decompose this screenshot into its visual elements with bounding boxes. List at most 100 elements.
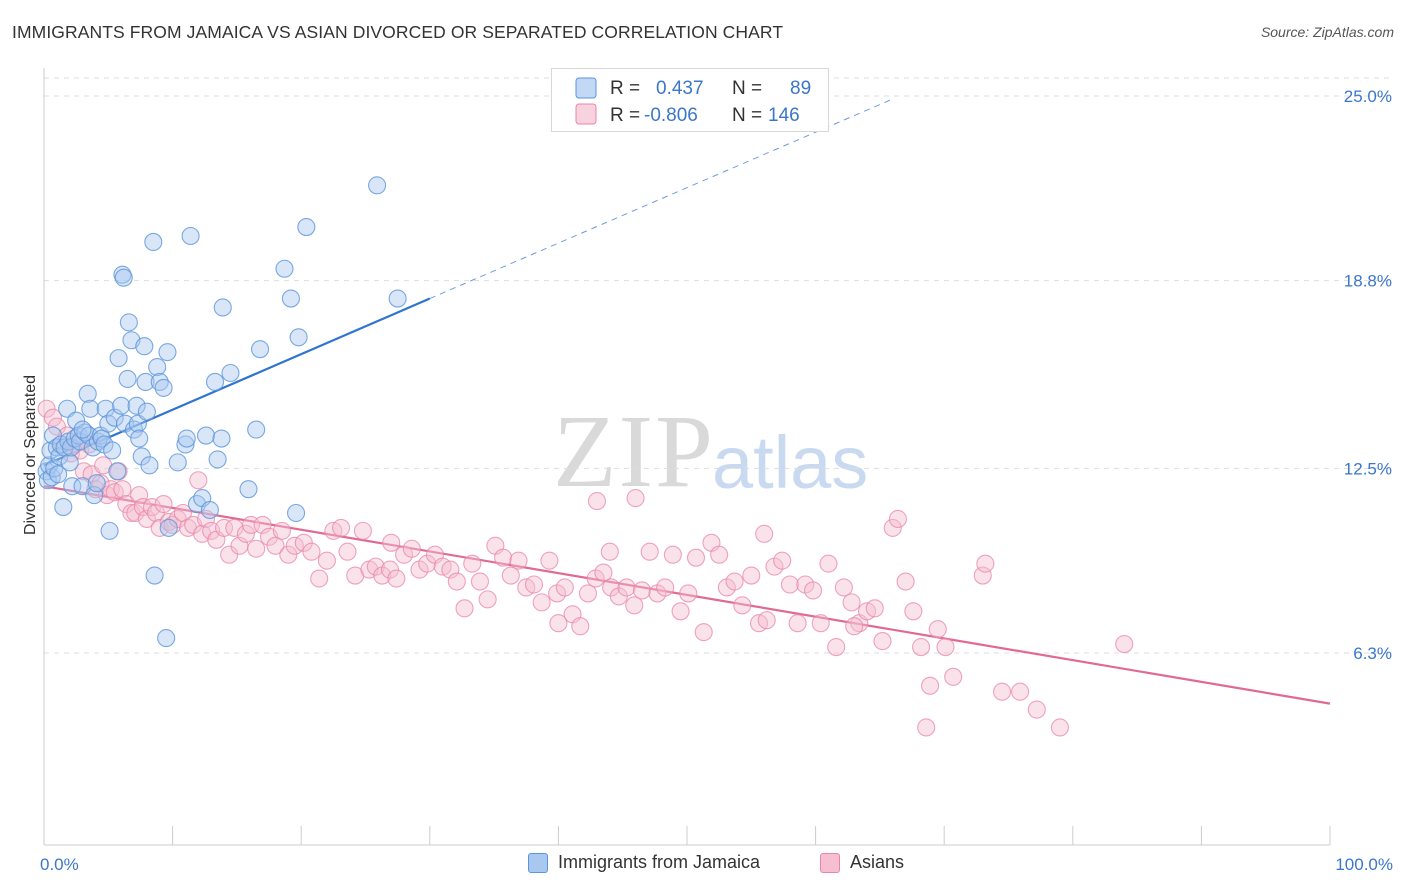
legend-swatch-asians — [820, 852, 840, 873]
legend-item-asians[interactable]: Asians — [820, 852, 904, 873]
asians-point — [921, 676, 940, 695]
correlation-legend: R = 0.437 N = 89 R = -0.806 N = 146 — [551, 68, 829, 132]
asians-point — [725, 572, 744, 591]
jamaica-point — [289, 328, 308, 347]
asians-point — [380, 560, 399, 579]
asians-point — [317, 551, 336, 570]
jamaica-point — [154, 378, 173, 397]
jamaica-point — [103, 441, 122, 460]
asians-point — [214, 518, 234, 537]
asians-point — [470, 572, 490, 591]
legend-svg: R = 0.437 N = 89 R = -0.806 N = 146 — [575, 77, 811, 126]
asians-point — [626, 489, 645, 508]
series-jamaica-points — [37, 176, 407, 648]
jamaica-point — [247, 420, 266, 439]
legend-swatch-blue — [575, 77, 597, 99]
legend-n-label-2: N = — [732, 105, 762, 126]
asians-point — [1011, 682, 1030, 701]
asians-point — [272, 521, 291, 540]
asians-point — [130, 486, 149, 505]
asians-point — [928, 620, 947, 639]
asians-point — [47, 417, 66, 436]
jamaica-point — [63, 477, 82, 496]
asians-point — [463, 554, 482, 573]
asians-point — [883, 518, 902, 537]
tick-labels: 6.3% 12.5% 18.8% 25.0% 0.0% 100.0% — [40, 87, 1393, 874]
jamaica-point — [205, 372, 225, 391]
asians-point — [888, 509, 907, 529]
bottom-legend: Immigrants from Jamaica Asians — [0, 852, 1406, 878]
asians-point — [594, 563, 613, 582]
legend-swatch-pink — [575, 103, 597, 125]
asians-point — [154, 495, 173, 514]
jamaica-point — [200, 500, 219, 520]
source-label: Source: ZipAtlas.com — [1260, 24, 1394, 40]
jamaica-point — [221, 363, 240, 383]
asians-point — [189, 471, 208, 490]
asians-point — [780, 575, 799, 594]
jamaica-point — [148, 358, 167, 377]
jamaica-trend-extension — [429, 98, 893, 300]
asians-point — [236, 524, 255, 543]
asians-point — [912, 637, 931, 657]
asians-trend-line — [43, 485, 1331, 705]
jamaica-point — [208, 450, 227, 469]
asians-point — [834, 578, 853, 597]
legend-item-jamaica[interactable]: Immigrants from Jamaica — [528, 852, 760, 873]
asians-point — [387, 569, 406, 588]
asians-point — [873, 632, 892, 651]
asians-point — [137, 509, 156, 529]
asians-point — [332, 518, 351, 537]
asians-point — [279, 545, 298, 564]
asians-point — [811, 614, 830, 633]
legend-n-value-1: 89 — [790, 78, 811, 99]
jamaica-point — [297, 218, 316, 237]
jamaica-point — [115, 414, 135, 433]
jamaica-point — [54, 497, 73, 517]
series-asians-points — [37, 399, 1134, 737]
asians-point — [819, 554, 838, 573]
trend-lines — [43, 98, 1331, 705]
asians-point — [917, 718, 936, 737]
jamaica-point — [73, 420, 92, 439]
jamaica-point — [109, 349, 128, 368]
asians-point — [632, 581, 652, 600]
jamaica-point — [157, 629, 176, 648]
asians-point — [694, 623, 713, 642]
asians-point — [555, 578, 574, 597]
asians-point — [842, 593, 861, 612]
jamaica-point — [137, 402, 156, 421]
jamaica-point — [140, 456, 159, 475]
asians-point — [455, 599, 474, 618]
jamaica-point — [135, 337, 154, 356]
jamaica-point — [85, 486, 104, 505]
asians-point — [501, 566, 520, 585]
asians-point — [973, 566, 992, 585]
jamaica-point — [196, 426, 216, 445]
jamaica-point — [100, 521, 119, 540]
asians-point — [710, 545, 729, 564]
jamaica-point — [130, 429, 149, 448]
asians-point — [1115, 635, 1134, 654]
asians-point — [402, 539, 421, 558]
asians-point — [625, 596, 644, 615]
asians-point — [509, 551, 528, 570]
asians-point — [663, 545, 682, 564]
watermark-atlas: atlas — [712, 421, 869, 504]
asians-point — [549, 614, 568, 633]
asians-point — [37, 399, 56, 418]
legend-r-label-1: R = — [610, 78, 640, 99]
y-tick-label: 18.8% — [1344, 272, 1392, 291]
gridlines — [44, 77, 1394, 654]
jamaica-point — [177, 429, 196, 448]
jamaica-point — [281, 289, 300, 308]
jamaica-point — [136, 372, 155, 391]
legend-r-value-1: 0.437 — [656, 78, 704, 99]
asians-point — [865, 599, 884, 618]
asians-point — [587, 492, 607, 511]
jamaica-point — [118, 369, 137, 389]
asians-point — [447, 572, 466, 591]
jamaica-point — [108, 462, 127, 481]
jamaica-point — [60, 453, 79, 472]
